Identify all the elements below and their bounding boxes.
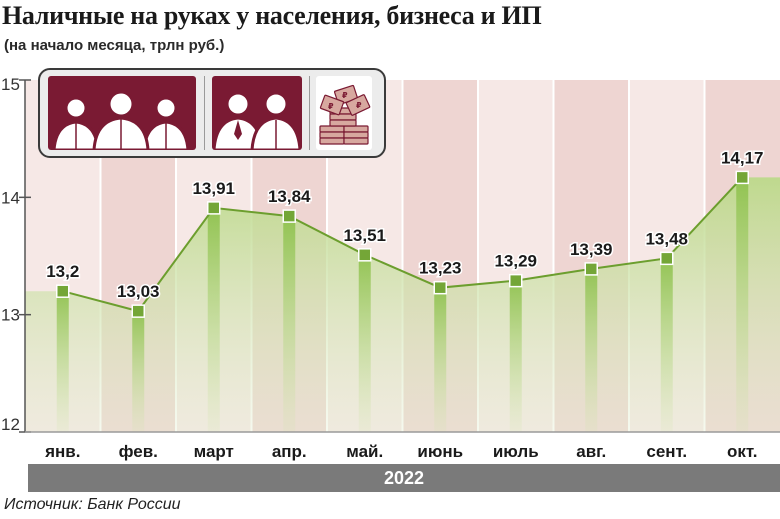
panel-divider [309, 76, 310, 150]
value-label: 13,23 [419, 259, 462, 278]
value-labels: 13,2 13,03 13,91 13,84 13,51 13,23 13,29 13,39 1… [45, 147, 765, 303]
data-marker [282, 209, 296, 223]
ruble-banknotes-icon: ₽ ₽ ₽ [316, 76, 372, 150]
data-marker [660, 251, 674, 266]
svg-text:₽: ₽ [328, 102, 334, 111]
value-dropline [736, 177, 749, 432]
x-tick-label: сент. [646, 442, 687, 461]
x-tick-label: янв. [44, 442, 80, 461]
x-tick-label: май. [346, 442, 383, 461]
series-line [62, 176, 743, 313]
year-bar: 2022 [28, 464, 780, 492]
icon-panel: ₽ ₽ ₽ [38, 68, 386, 158]
data-marker [56, 284, 70, 298]
x-tick-label: март [194, 442, 234, 461]
y-tick-label: 13 [1, 306, 20, 325]
svg-text:₽: ₽ [356, 101, 362, 110]
value-dropline [207, 207, 220, 432]
value-label: 13,03 [117, 282, 160, 301]
value-label: 13,51 [343, 226, 386, 245]
panel-divider [204, 76, 205, 150]
data-marker [735, 170, 749, 185]
data-marker [584, 262, 598, 276]
value-dropline [585, 268, 598, 432]
markers [56, 170, 749, 318]
x-tick-label: фев. [119, 442, 158, 461]
value-dropline [283, 216, 296, 432]
value-label: 13,29 [494, 252, 537, 271]
value-dropline [132, 311, 145, 432]
y-tick-label: 15 [1, 75, 20, 94]
data-marker [207, 201, 221, 215]
data-marker [433, 280, 447, 295]
data-marker [509, 273, 523, 288]
value-dropline [509, 280, 522, 432]
y-tick-label: 12 [1, 415, 20, 434]
value-dropline [358, 254, 371, 432]
value-label: 14,17 [721, 148, 764, 167]
y-axis: 12 13 14 15 [1, 75, 780, 434]
data-marker [358, 248, 372, 262]
chart-subtitle: (на начало месяца, трлн руб.) [4, 37, 225, 54]
x-tick-label: окт. [727, 442, 757, 461]
x-tick-label: апр. [272, 442, 307, 461]
svg-text:₽: ₽ [342, 91, 348, 100]
value-label: 13,48 [645, 229, 688, 248]
x-tick-label: авг. [576, 442, 606, 461]
x-tick-label: июнь [417, 442, 463, 461]
line-layer [62, 176, 743, 313]
value-dropline [56, 291, 69, 432]
y-tick-label: 14 [1, 188, 20, 207]
value-dropline [434, 287, 447, 432]
value-label: 13,84 [268, 187, 311, 206]
data-marker [131, 304, 145, 318]
value-label: 13,2 [46, 262, 79, 281]
source-note: Источник: Банк России [4, 496, 181, 513]
x-tick-label: июль [493, 442, 539, 461]
droplines [56, 177, 749, 432]
chart-title: Наличные на руках у населения, бизнеса и… [2, 1, 542, 30]
value-label: 13,91 [192, 179, 235, 198]
people-group-icon [48, 76, 196, 150]
value-label: 13,39 [570, 240, 613, 259]
business-people-icon [212, 76, 302, 150]
value-dropline [660, 258, 673, 432]
x-axis-labels: янв. фев. март апр. май. июнь июль авг. сент. окт… [44, 442, 757, 461]
